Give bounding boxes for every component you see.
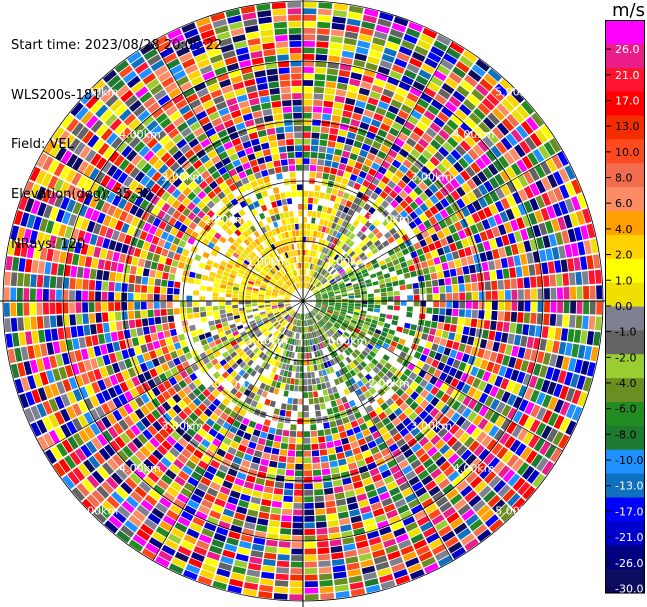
colorbar-tick-label: 4.0 [615, 223, 633, 236]
colorbar-swatch [605, 187, 645, 212]
ring-label: 1.00km [246, 255, 288, 268]
ring-label: 4.00km [453, 128, 495, 141]
colorbar: 26.0 21.0 17.0 13.0 10.0 8.0 6.0 4.0 2.0 1.0 0.0 -1… [605, 20, 645, 595]
ring-label: 5.00km [77, 86, 119, 99]
ring-label: 4.00km [119, 128, 161, 141]
instrument-text: WLS200s-181 [11, 87, 101, 103]
colorbar-swatch [605, 306, 645, 331]
ring-label: 5.00km [495, 504, 537, 517]
colorbar-tick-label: -8.0 [615, 428, 636, 441]
colorbar-swatch [605, 497, 645, 522]
colorbar-tick-label: -21.0 [615, 531, 643, 544]
ring-label: 5.00km [495, 86, 537, 99]
ring-label: 3.00km [162, 171, 204, 184]
colorbar-tick-label: -26.0 [615, 557, 643, 570]
colorbar-swatch [605, 449, 645, 475]
colorbar-swatch [605, 330, 645, 355]
colorbar-swatch [605, 43, 645, 69]
colorbar-swatch [605, 545, 645, 570]
colorbar-swatch [605, 139, 645, 164]
ring-label: 3.00km [411, 171, 453, 184]
colorbar-tick-label: -30.0 [615, 582, 643, 595]
start-time-text: Start time: 2023/08/28 20:00:22 [11, 38, 223, 53]
colorbar-tick-label: -6.0 [615, 403, 636, 416]
ring-label: 3.00km [162, 420, 204, 433]
azimuth-spoke [302, 300, 563, 452]
azimuth-spoke [302, 150, 563, 302]
elevation-text: Elevation(deg): 35.30 [11, 186, 152, 202]
colorbar-swatch [605, 211, 645, 236]
colorbar-swatch [605, 282, 645, 308]
colorbar-swatch [605, 402, 645, 427]
colorbar-swatch [605, 67, 645, 93]
azimuth-spoke [302, 300, 454, 561]
ring-label: 1.00km [246, 335, 288, 348]
colorbar-swatch [605, 91, 645, 117]
colorbar-swatch [605, 569, 645, 594]
ring-label: 2.00km [368, 377, 410, 390]
ring-label: 1.00km [326, 335, 368, 348]
colorbar-tick-label: 8.0 [615, 172, 633, 185]
ppi-gates [3, 1, 603, 601]
colorbar-swatch [605, 163, 645, 188]
colorbar-tick-label: -10.0 [615, 454, 643, 467]
ring-label: 2.00km [204, 377, 246, 390]
colorbar-tick-label: 1.0 [615, 274, 633, 287]
ring-label: 4.00km [119, 462, 161, 475]
colorbar-tick-label: 26.0 [615, 43, 640, 56]
colorbar-tick-label: 10.0 [615, 146, 640, 159]
colorbar-tick-label: -2.0 [615, 351, 636, 364]
colorbar-tick-label: -17.0 [615, 505, 643, 518]
colorbar-tick-label: -1.0 [615, 326, 636, 339]
azimuth-spoke [302, 41, 454, 302]
colorbar-swatch [605, 521, 645, 546]
colorbar-tick-label: 2.0 [615, 249, 633, 262]
colorbar-swatch [605, 115, 645, 140]
ring-label: 5.00km [77, 504, 119, 517]
ring-label: 4.00km [453, 462, 495, 475]
colorbar-tick-label: -4.0 [615, 377, 636, 390]
colorbar-swatch [605, 473, 645, 499]
ring-label: 1.00km [326, 255, 368, 268]
colorbar-unit: m/s [612, 0, 645, 21]
field-text: Field: VEL [11, 137, 74, 152]
colorbar-swatch [605, 425, 645, 451]
ring-label: 2.00km [368, 213, 410, 226]
nrays-text: NRays: 120 [11, 237, 86, 252]
colorbar-swatch [605, 258, 645, 284]
colorbar-tick-label: -13.0 [615, 480, 643, 493]
colorbar-tick-label: 13.0 [615, 120, 640, 133]
colorbar-tick-label: 21.0 [615, 69, 640, 82]
info-panel: Start time: 2023/08/28 20:00:22 WLS200s-… [11, 5, 222, 270]
colorbar-tick-label: 0.0 [615, 300, 633, 313]
azimuth-spoke [152, 300, 304, 561]
azimuth-spoke [43, 300, 304, 452]
azimuth-spoke [43, 150, 304, 302]
colorbar-swatch [605, 354, 645, 379]
colorbar-swatch [605, 20, 645, 45]
ring-label: 3.00km [411, 420, 453, 433]
colorbar-swatch [605, 234, 645, 260]
colorbar-tick-label: 17.0 [615, 94, 640, 107]
azimuth-spoke [152, 41, 304, 302]
ring-label: 2.00km [204, 213, 246, 226]
colorbar-tick-label: 6.0 [615, 197, 633, 210]
colorbar-swatch [605, 378, 645, 403]
